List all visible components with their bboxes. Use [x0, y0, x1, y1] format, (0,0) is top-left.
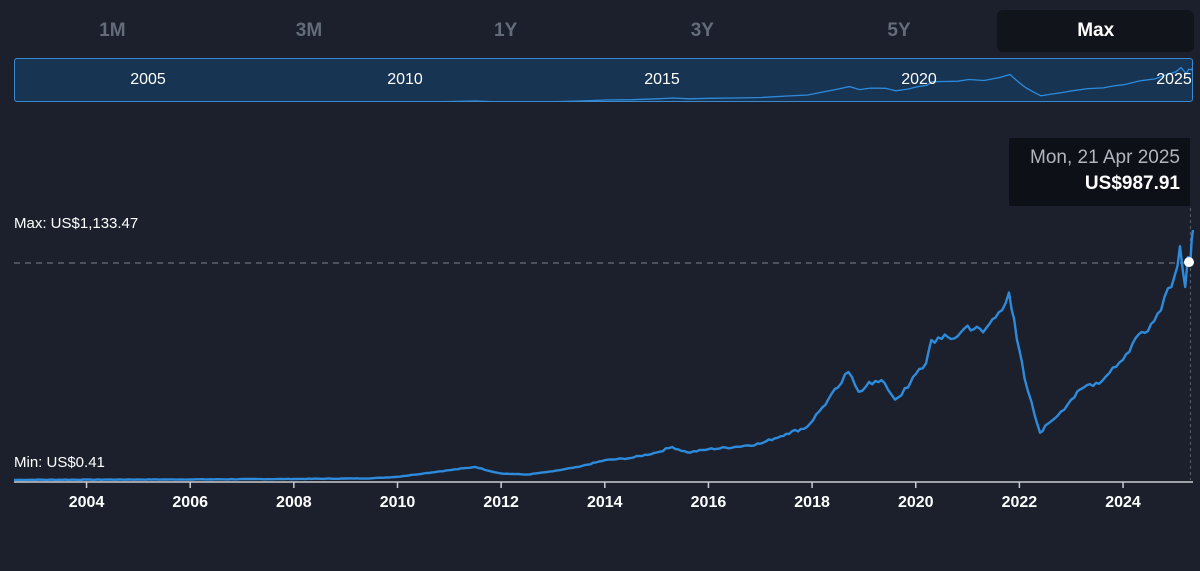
x-tick-label: 2010 — [379, 494, 416, 511]
highlight-point — [1184, 257, 1194, 268]
x-tick-label: 2016 — [690, 494, 727, 511]
x-tick-label: 2014 — [586, 494, 623, 511]
price-series-line — [14, 229, 1195, 482]
x-tick-label: 2006 — [172, 494, 208, 511]
x-tick-label: 2024 — [1105, 494, 1141, 511]
x-tick-label: 2018 — [794, 494, 830, 511]
navigator-mini-chart — [442, 66, 1192, 101]
x-tick-label: 2020 — [897, 494, 934, 511]
x-tick-label: 2022 — [1001, 494, 1038, 511]
navigator-year-label: 2025 — [1156, 71, 1192, 88]
navigator-year-label: 2005 — [130, 71, 166, 88]
tab-5y[interactable]: 5Y — [887, 20, 911, 41]
tab-3m[interactable]: 3M — [295, 20, 323, 41]
max-price-label: Max: US$1,133.47 — [14, 215, 139, 232]
tab-3y[interactable]: 3Y — [690, 20, 714, 41]
range-navigator[interactable]: 2005 2010 2015 2020 2025 — [14, 58, 1193, 102]
tab-1y[interactable]: 1Y — [494, 20, 518, 41]
tooltip-date: Mon, 21 Apr 2025 — [1030, 147, 1180, 168]
price-tooltip: Mon, 21 Apr 2025 US$987.91 — [1009, 138, 1190, 206]
tooltip-price: US$987.91 — [1084, 173, 1180, 194]
x-tick-label: 2008 — [276, 494, 312, 511]
min-price-label: Min: US$0.41 — [14, 454, 105, 471]
tab-1m[interactable]: 1M — [99, 20, 126, 41]
x-tick-label: 2012 — [483, 494, 519, 511]
navigator-year-label: 2020 — [901, 71, 937, 88]
range-tabs: 1M 3M 1Y 3Y 5Y Max — [14, 10, 1195, 52]
x-tick-label: 2004 — [68, 494, 105, 511]
navigator-series-line — [442, 66, 1192, 101]
tab-max[interactable]: Max — [997, 10, 1195, 52]
navigator-year-label: 2010 — [387, 71, 423, 88]
navigator-year-label: 2015 — [644, 71, 680, 88]
